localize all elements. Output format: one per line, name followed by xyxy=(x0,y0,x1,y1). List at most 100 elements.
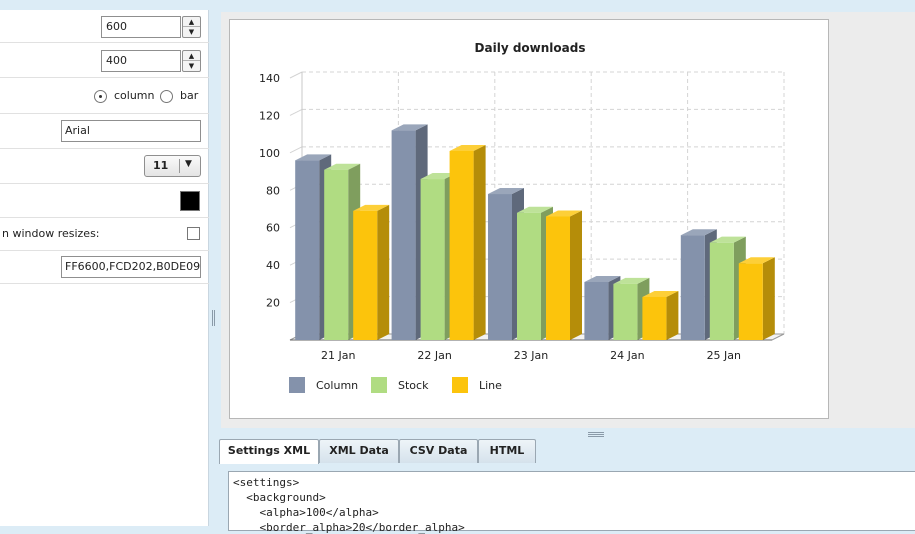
xml-line: <background> xyxy=(233,491,326,504)
bar xyxy=(546,216,570,340)
bar xyxy=(709,242,734,340)
tab-xml-data[interactable]: XML Data xyxy=(319,439,399,463)
xml-line: <settings> xyxy=(233,476,300,489)
width-input[interactable]: 600 xyxy=(101,16,181,38)
legend-label: Stock xyxy=(398,379,429,392)
x-tick-label: 22 Jan xyxy=(417,349,451,362)
radio-bar[interactable] xyxy=(160,90,173,103)
font-size-select[interactable]: 11 ▼ xyxy=(144,155,201,177)
stepper-up-icon[interactable]: ▲ xyxy=(183,51,200,61)
radio-column[interactable] xyxy=(94,90,107,103)
legend-label: Line xyxy=(479,379,502,392)
vertical-splitter[interactable] xyxy=(212,310,216,326)
select-divider xyxy=(179,159,180,173)
bar xyxy=(324,169,349,340)
y-tick-label: 140 xyxy=(259,72,280,85)
font-input[interactable]: Arial xyxy=(61,120,201,142)
legend-label: Column xyxy=(316,379,358,392)
y-tick-label: 60 xyxy=(266,222,280,235)
bar xyxy=(613,283,638,340)
chevron-down-icon: ▼ xyxy=(185,159,192,169)
y-tick-label: 100 xyxy=(259,147,280,160)
bar-side xyxy=(666,290,679,340)
bar-top xyxy=(709,236,746,243)
horizontal-splitter[interactable] xyxy=(588,432,604,437)
bar-side xyxy=(762,257,775,340)
bar xyxy=(517,212,541,340)
legend-swatch xyxy=(371,377,387,393)
stepper-down-icon[interactable]: ▼ xyxy=(188,62,195,70)
colors-input[interactable]: FF6600,FCD202,B0DE09,0D xyxy=(61,256,201,278)
x-tick-label: 23 Jan xyxy=(514,349,548,362)
x-tick-label: 21 Jan xyxy=(321,349,355,362)
xml-editor[interactable]: <settings> <background> <alpha>100</alph… xyxy=(228,471,915,534)
font-size-row: 11 ▼ xyxy=(0,149,209,184)
bar xyxy=(584,281,609,340)
bar-top xyxy=(613,277,650,284)
tab-html[interactable]: HTML xyxy=(478,439,536,463)
bar-side xyxy=(570,210,582,340)
bar-top xyxy=(295,154,332,161)
bar xyxy=(295,160,320,340)
chart-container: Daily downloads 20 40 60 80 100 120 140 21 Jan 22… xyxy=(229,19,829,419)
colors-row: FF6600,FCD202,B0DE09,0D xyxy=(0,251,209,284)
xml-line: <alpha>100</alpha> xyxy=(233,506,379,519)
bar xyxy=(391,130,416,340)
bar xyxy=(353,210,378,340)
legend-swatch xyxy=(452,377,468,393)
bar xyxy=(488,194,512,340)
x-tick-label: 24 Jan xyxy=(610,349,644,362)
bar-top xyxy=(546,210,582,217)
bar xyxy=(420,179,445,340)
text-color-swatch[interactable] xyxy=(180,191,200,211)
text-color-row xyxy=(0,184,209,218)
chart-svg: Daily downloads 20 40 60 80 100 120 140 21 Jan 22… xyxy=(259,41,785,393)
bar-top xyxy=(391,124,428,131)
bar-top xyxy=(738,257,775,264)
stepper-up-icon[interactable]: ▲ xyxy=(183,17,200,27)
chart-title: Daily downloads xyxy=(475,41,586,55)
bar-top xyxy=(584,275,621,282)
stepper-down-icon[interactable]: ▼ xyxy=(188,28,195,36)
gridline-side xyxy=(289,146,303,154)
tab-settings-xml[interactable]: Settings XML xyxy=(219,439,319,464)
bar-top xyxy=(449,144,486,151)
bar-top xyxy=(680,229,717,236)
resize-row: n window resizes: xyxy=(0,218,209,251)
resize-checkbox[interactable] xyxy=(187,227,200,240)
y-tick-label: 20 xyxy=(266,297,280,310)
width-row: 600 ▲ ▼ xyxy=(0,10,209,43)
bar-side xyxy=(473,144,486,340)
height-stepper[interactable]: ▲ ▼ xyxy=(182,50,201,72)
legend-swatch xyxy=(289,377,305,393)
gridline-side xyxy=(289,71,303,79)
bar-top xyxy=(517,206,553,213)
gridline-side xyxy=(289,108,303,116)
font-size-value: 11 xyxy=(153,159,169,172)
height-input[interactable]: 400 xyxy=(101,50,181,72)
bar-top xyxy=(324,163,361,170)
bar-top xyxy=(642,290,679,297)
bar-side xyxy=(377,204,390,340)
height-row: 400 ▲ ▼ xyxy=(0,43,209,78)
y-tick-label: 80 xyxy=(266,184,280,197)
x-tick-label: 25 Jan xyxy=(707,349,741,362)
settings-panel: 600 ▲ ▼ 400 ▲ ▼ column bar Arial 11 ▼ n … xyxy=(0,10,209,526)
y-tick-label: 120 xyxy=(259,109,280,122)
bar xyxy=(680,235,705,340)
chart-type-row: column bar xyxy=(0,78,209,114)
tab-csv-data[interactable]: CSV Data xyxy=(399,439,478,463)
font-row: Arial xyxy=(0,114,209,149)
bar-top xyxy=(353,204,390,211)
radio-bar-label: bar xyxy=(180,89,199,102)
bar-top xyxy=(488,188,524,195)
y-tick-label: 40 xyxy=(266,259,280,272)
bar xyxy=(449,150,474,340)
xml-line: <border_alpha>20</border_alpha> xyxy=(233,521,465,534)
bar-top xyxy=(420,173,457,180)
resize-label: n window resizes: xyxy=(2,227,100,240)
bar xyxy=(738,263,763,340)
width-stepper[interactable]: ▲ ▼ xyxy=(182,16,201,38)
tab-bar: Settings XML XML Data CSV Data HTML xyxy=(219,439,915,464)
bar xyxy=(642,296,667,340)
